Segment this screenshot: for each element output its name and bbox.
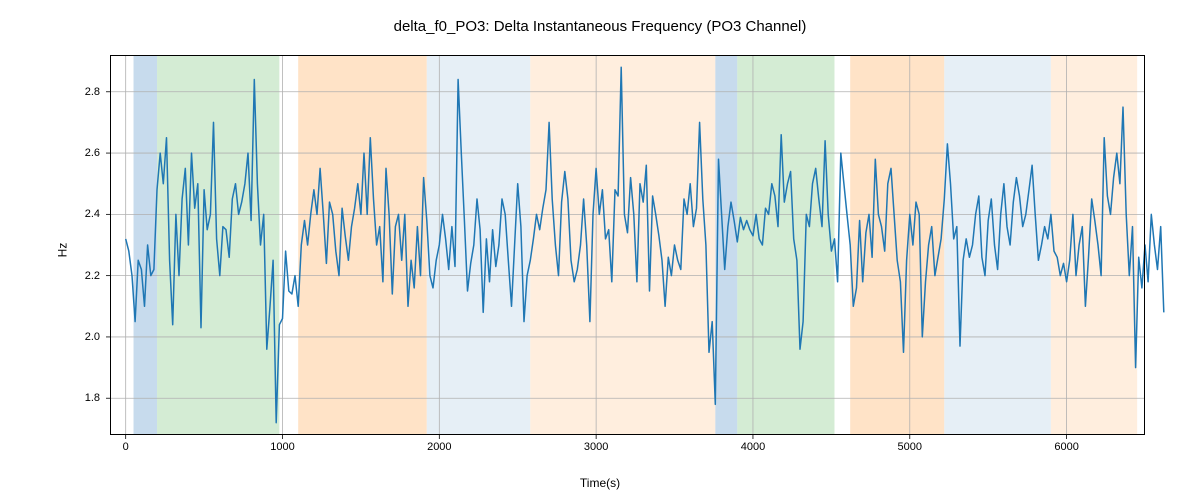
x-tick-label: 2000: [427, 441, 451, 453]
figure: delta_f0_PO3: Delta Instantaneous Freque…: [0, 0, 1200, 500]
y-tick-label: 2.2: [85, 270, 100, 282]
y-tick-label: 1.8: [85, 392, 100, 404]
plot-area: [110, 55, 1145, 435]
x-tick-label: 4000: [741, 441, 765, 453]
x-tick-label: 6000: [1054, 441, 1078, 453]
x-axis-label: Time(s): [0, 476, 1200, 490]
y-axis-label: Hz: [55, 243, 69, 258]
y-tick-label: 2.0: [85, 331, 100, 343]
y-tick-label: 2.8: [85, 86, 100, 98]
x-tick-label: 3000: [584, 441, 608, 453]
x-tick-label: 0: [123, 441, 129, 453]
x-tick-label: 5000: [898, 441, 922, 453]
chart-title: delta_f0_PO3: Delta Instantaneous Freque…: [0, 18, 1200, 35]
y-tick-label: 2.6: [85, 147, 100, 159]
plot-svg: [110, 55, 1145, 435]
x-tick-label: 1000: [270, 441, 294, 453]
y-tick-label: 2.4: [85, 208, 100, 220]
